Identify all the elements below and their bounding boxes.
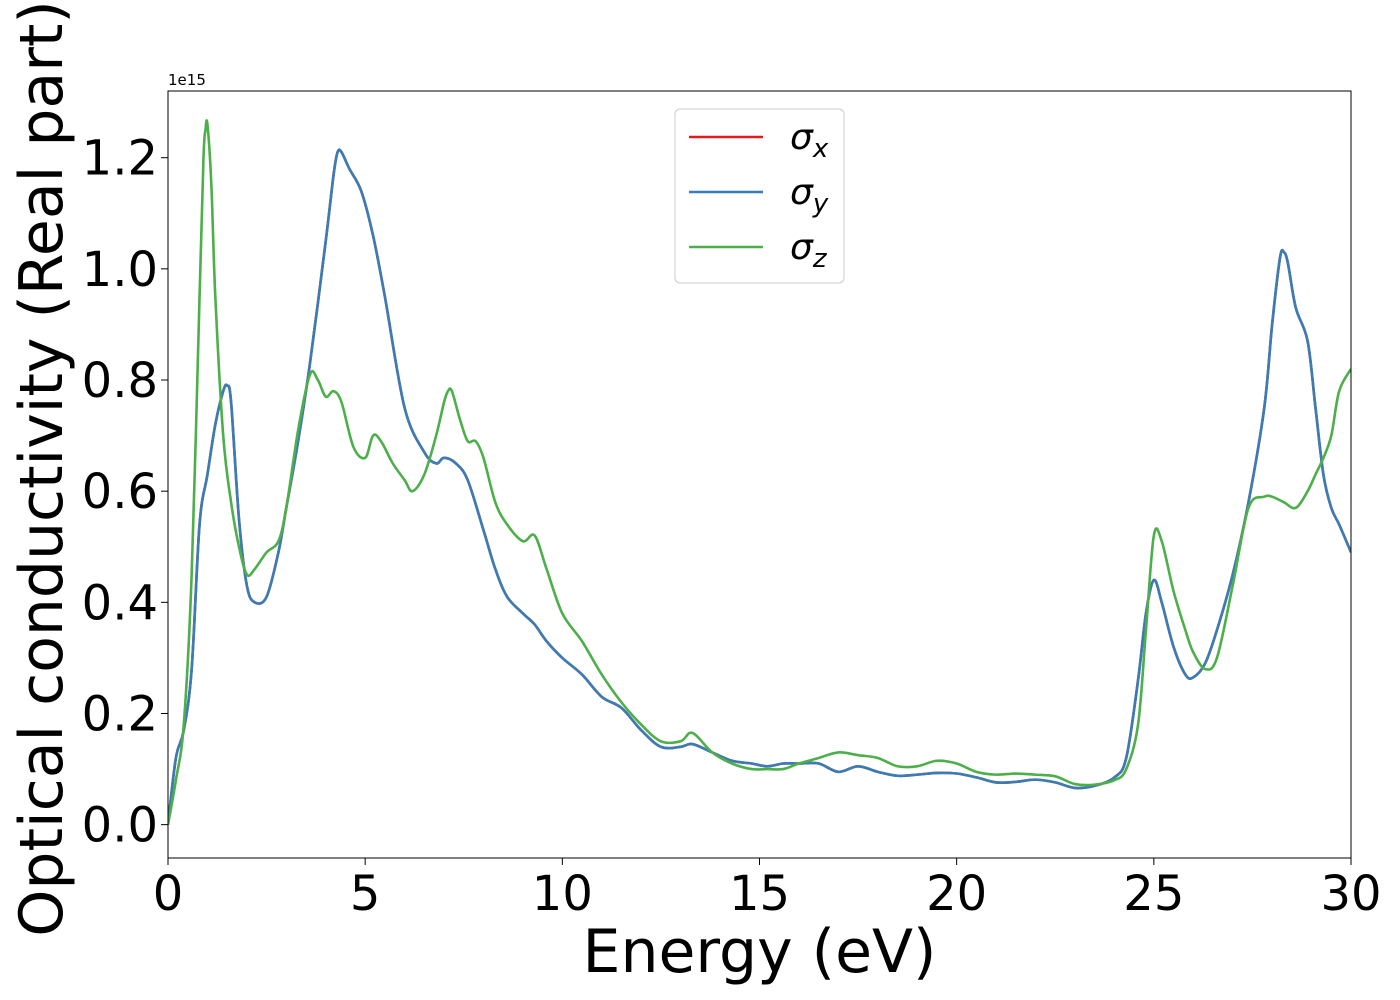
x-tick-label: 20	[926, 866, 987, 922]
y-tick-label: 0.0	[82, 798, 158, 854]
x-tick-label: 0	[153, 866, 184, 922]
y-offset-label: 1e15	[168, 71, 206, 89]
y-tick-label: 1.0	[82, 242, 158, 298]
legend-box	[674, 108, 845, 284]
x-axis-label: Energy (eV)	[583, 917, 937, 987]
legend-label: σz	[790, 227, 828, 274]
legend-label: σx	[790, 117, 829, 164]
axes-frame	[167, 90, 1352, 859]
x-tick-label: 30	[1320, 866, 1381, 922]
y-tick-label: 0.8	[82, 353, 158, 409]
legend-label: σy	[790, 172, 829, 219]
x-tick-label: 10	[532, 866, 593, 922]
x-tick-label: 25	[1123, 866, 1184, 922]
legend: σx σy σz	[674, 108, 845, 284]
plot-area	[168, 119, 1351, 825]
y-tick-label: 0.4	[82, 575, 158, 631]
y-tick-label: 0.2	[82, 686, 158, 742]
y-tick-label: 1.2	[82, 131, 158, 187]
x-tick-label: 15	[729, 866, 790, 922]
y-axis-ticks: 0.0 0.2 0.4 0.6 0.8 1.0 1.2	[82, 131, 168, 854]
x-axis-ticks: 0 5 10 15 20 25 30	[153, 858, 1382, 922]
y-tick-label: 0.6	[82, 464, 158, 520]
y-axis-label: Optical conductivity (Real part)	[7, 0, 77, 937]
x-tick-label: 5	[350, 866, 381, 922]
series-line-2	[168, 119, 1351, 825]
